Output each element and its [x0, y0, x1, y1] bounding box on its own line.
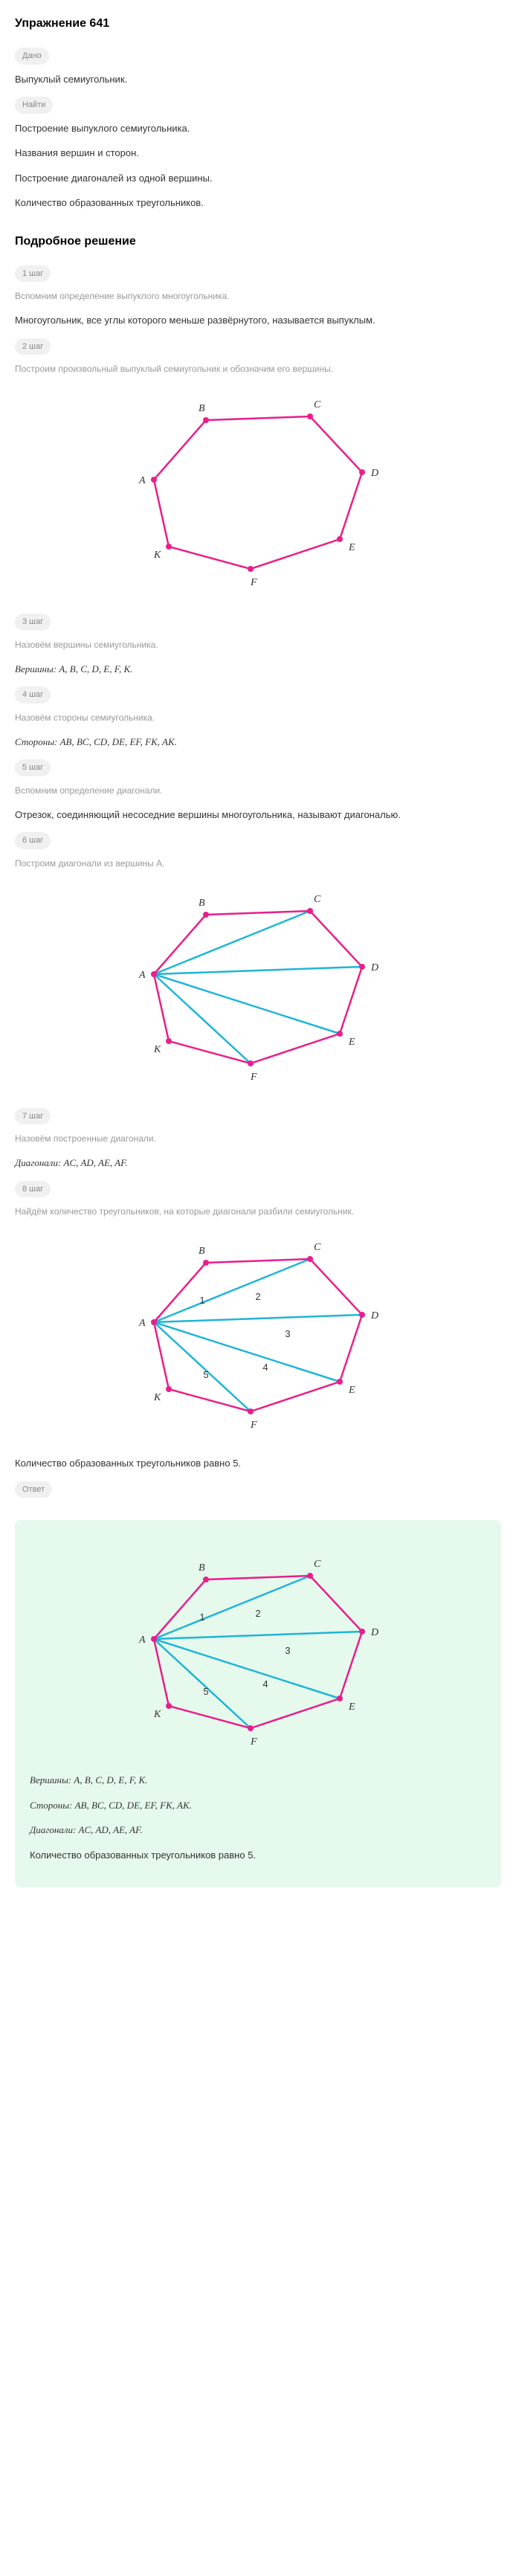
svg-text:B: B [199, 1246, 205, 1257]
svg-text:B: B [199, 403, 205, 414]
svg-text:F: F [250, 1420, 257, 1431]
answer-box: A B C D E F K 1 2 3 4 5 Вершины: A, B, C, D, E, F, … [15, 1520, 501, 1887]
step4-text: Стороны: AB, BC, CD, DE, EF, FK, AK. [15, 735, 501, 750]
heptagon-answer: A B C D E F K 1 2 3 4 5 [117, 1550, 399, 1758]
svg-text:E: E [348, 1385, 355, 1396]
svg-text:D: D [370, 468, 378, 479]
svg-text:3: 3 [285, 1328, 290, 1339]
step3-note: Назовём вершины семиугольника. [15, 638, 501, 651]
svg-text:A: A [138, 1635, 146, 1646]
svg-text:1: 1 [199, 1295, 204, 1306]
svg-text:2: 2 [255, 1291, 260, 1302]
svg-text:F: F [250, 577, 257, 588]
solution-title: Подробное решение [15, 233, 501, 251]
svg-text:C: C [314, 894, 321, 905]
svg-text:E: E [348, 1701, 355, 1713]
heptagon-diagonals-container: A B C D E F K [15, 885, 501, 1093]
step4-note: Назовём стороны семиугольника. [15, 711, 501, 724]
answer-line2: Стороны: AB, BC, CD, DE, EF, FK, AK. [30, 1798, 486, 1813]
svg-text:C: C [314, 399, 321, 410]
find-line2: Названия вершин и сторон. [15, 146, 501, 161]
find-line4: Количество образованных треугольников. [15, 196, 501, 210]
heptagon-numbered: A B C D E F K 1 2 3 4 5 [117, 1233, 399, 1441]
step5-badge: 5 шаг [15, 759, 51, 776]
exercise-title: Упражнение 641 [15, 15, 501, 33]
svg-text:5: 5 [203, 1686, 208, 1697]
svg-text:5: 5 [203, 1369, 208, 1380]
step7-note: Назовём построенные диагонали. [15, 1132, 501, 1145]
svg-text:F: F [250, 1736, 257, 1748]
svg-text:B: B [199, 898, 205, 909]
answer-line4: Количество образованных треугольников ра… [30, 1848, 486, 1863]
step6-badge: 6 шаг [15, 832, 51, 849]
svg-text:1: 1 [199, 1611, 204, 1623]
step8-note: Найдём количество треугольников, на кото… [15, 1205, 501, 1218]
step1-note: Вспомним определение выпуклого многоугол… [15, 289, 501, 303]
svg-text:2: 2 [255, 1608, 260, 1619]
given-text: Выпуклый семиугольник. [15, 72, 501, 87]
svg-text:E: E [348, 1037, 355, 1048]
answer-line3: Диагонали: AC, AD, AE, AF. [30, 1823, 486, 1838]
svg-text:K: K [153, 550, 161, 561]
heptagon-answer-container: A B C D E F K 1 2 3 4 5 [30, 1550, 486, 1758]
step3-badge: 3 шаг [15, 614, 51, 631]
svg-text:B: B [199, 1562, 205, 1574]
step7-badge: 7 шаг [15, 1108, 51, 1125]
step5-note: Вспомним определение диагонали. [15, 784, 501, 797]
step4-badge: 4 шаг [15, 686, 51, 703]
svg-text:A: A [138, 475, 146, 486]
step2-note: Построим произвольный выпуклый семиуголь… [15, 362, 501, 376]
svg-text:3: 3 [285, 1645, 290, 1656]
heptagon-plain-container: A B C D E F K [15, 390, 501, 599]
svg-text:K: K [153, 1044, 161, 1055]
svg-text:K: K [153, 1709, 161, 1720]
heptagon-plain: A B C D E F K [117, 390, 399, 599]
svg-text:F: F [250, 1072, 257, 1083]
given-badge: Дано [15, 48, 49, 65]
answer-badge: Ответ [15, 1481, 52, 1498]
svg-text:D: D [370, 962, 378, 973]
step3-text: Вершины: A, B, C, D, E, F, K. [15, 662, 501, 677]
step5-text: Отрезок, соединяющий несоседние вершины … [15, 808, 501, 822]
svg-text:D: D [370, 1627, 378, 1638]
svg-text:A: A [138, 970, 146, 981]
step8-badge: 8 шаг [15, 1181, 51, 1198]
step6-note: Построим диагонали из вершины A. [15, 857, 501, 870]
step1-badge: 1 шаг [15, 265, 51, 283]
svg-text:4: 4 [262, 1362, 268, 1373]
svg-text:C: C [314, 1242, 321, 1253]
find-line3: Построение диагоналей из одной вершины. [15, 171, 501, 186]
find-line1: Построение выпуклого семиугольника. [15, 121, 501, 136]
svg-text:K: K [153, 1392, 161, 1403]
svg-text:C: C [314, 1559, 321, 1570]
svg-text:D: D [370, 1310, 378, 1321]
step1-text: Многоугольник, все углы которого меньше … [15, 313, 501, 328]
step7-text: Диагонали: AC, AD, AE, AF. [15, 1156, 501, 1171]
svg-text:4: 4 [262, 1678, 268, 1690]
step2-badge: 2 шаг [15, 338, 51, 355]
find-badge: Найти [15, 97, 53, 114]
result-text: Количество образованных треугольников ра… [15, 1456, 501, 1471]
answer-line1: Вершины: A, B, C, D, E, F, K. [30, 1773, 486, 1788]
heptagon-diagonals: A B C D E F K [117, 885, 399, 1093]
svg-text:A: A [138, 1318, 146, 1329]
svg-text:E: E [348, 542, 355, 553]
heptagon-numbered-container: A B C D E F K 1 2 3 4 5 [15, 1233, 501, 1441]
